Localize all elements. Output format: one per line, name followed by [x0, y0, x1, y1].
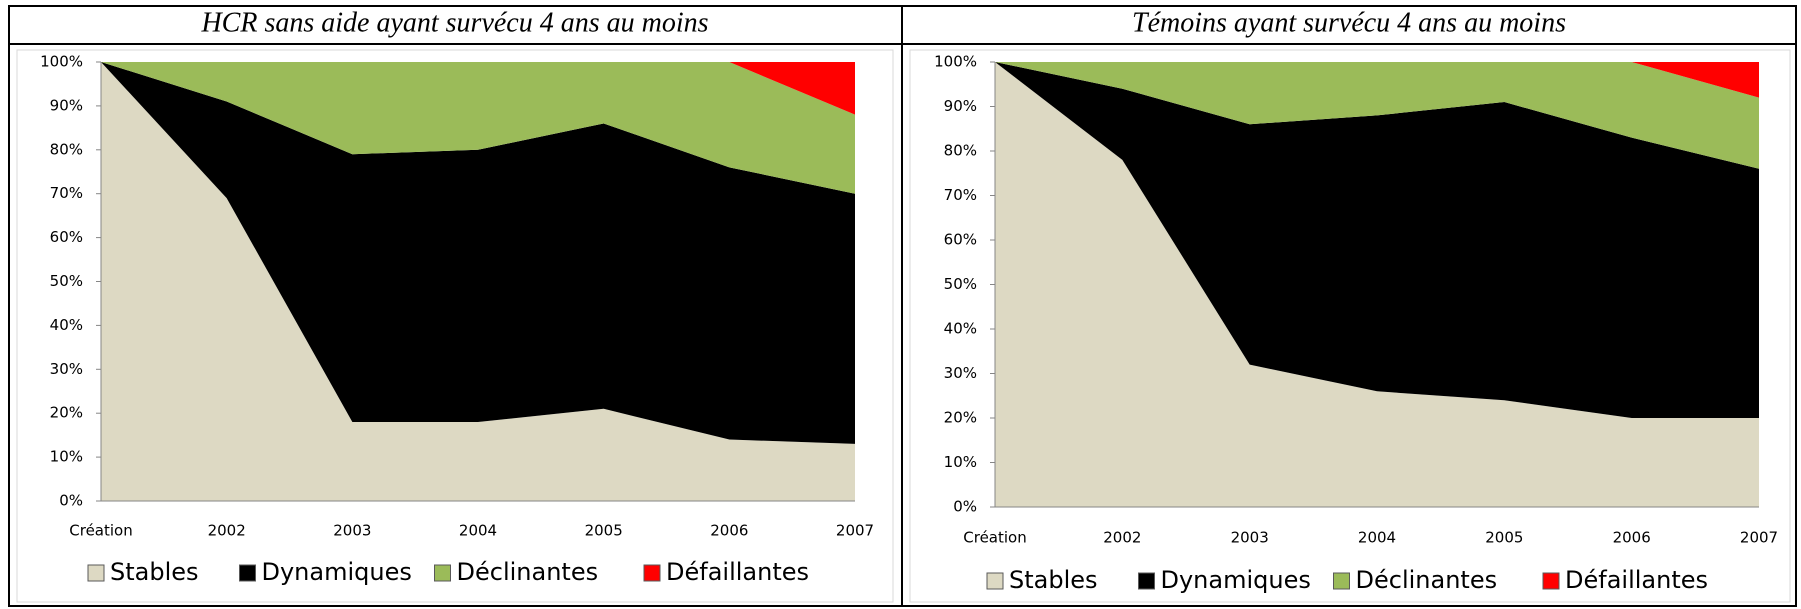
x-tick-label: 2007 [1740, 529, 1778, 547]
y-tick-label: 90% [50, 96, 83, 114]
y-tick-label: 70% [944, 186, 977, 204]
y-tick-label: 40% [944, 320, 977, 338]
y-tick-label: 60% [944, 231, 977, 249]
x-tick-label: 2002 [1103, 529, 1141, 547]
legend-label: Déclinantes [1356, 566, 1498, 594]
area-series [101, 62, 855, 501]
x-tick-label: Création [69, 522, 132, 540]
legend-label: Déclinantes [457, 558, 599, 586]
y-tick-label: 70% [50, 184, 83, 202]
y-tick-label: 20% [50, 404, 83, 422]
x-tick-label: 2003 [333, 522, 371, 540]
x-tick-label: 2003 [1231, 529, 1269, 547]
y-tick-label: 100% [934, 53, 977, 71]
legend-swatch [1333, 572, 1350, 590]
y-tick-label: 30% [944, 364, 977, 382]
y-tick-label: 100% [40, 53, 83, 71]
y-tick-label: 50% [944, 275, 977, 293]
x-tick-label: 2005 [585, 522, 623, 540]
y-tick-label: 80% [944, 142, 977, 160]
y-tick-label: 90% [944, 97, 977, 115]
y-tick-label: 10% [944, 453, 977, 471]
x-tick-label: 2005 [1485, 529, 1523, 547]
legend-swatch [1542, 572, 1560, 590]
legend-label: Dynamiques [262, 558, 412, 586]
legend-swatch [643, 564, 661, 582]
legend-swatch [1138, 572, 1155, 590]
chart-title: Témoins ayant survécu 4 ans au moins [1132, 7, 1566, 38]
legend-label: Stables [1009, 566, 1098, 594]
legend-swatch [986, 572, 1004, 590]
x-tick-label: Création [963, 529, 1026, 547]
x-tick-label: 2007 [836, 522, 874, 540]
legend-label: Stables [110, 558, 199, 586]
legend-swatch [434, 564, 451, 582]
y-tick-label: 50% [50, 272, 83, 290]
area-series [995, 62, 1759, 98]
area-series [995, 62, 1759, 418]
legend-label: Dynamiques [1161, 566, 1311, 594]
y-tick-label: 0% [59, 492, 83, 510]
legend-label: Défaillantes [1565, 566, 1708, 594]
y-tick-label: 20% [944, 409, 977, 427]
legend-swatch [239, 564, 256, 582]
x-tick-label: 2004 [1358, 529, 1396, 547]
legend-swatch [87, 564, 105, 582]
area-series [101, 62, 855, 115]
legend-label: Défaillantes [666, 558, 809, 586]
area-series [995, 62, 1759, 169]
y-tick-label: 40% [50, 316, 83, 334]
y-tick-label: 60% [50, 228, 83, 246]
x-tick-label: 2006 [1613, 529, 1651, 547]
y-tick-label: 0% [953, 498, 977, 516]
chart-frame [16, 49, 894, 603]
chart-title: HCR sans aide ayant survécu 4 ans au moi… [200, 7, 708, 38]
y-tick-label: 10% [50, 448, 83, 466]
y-tick-label: 30% [50, 360, 83, 378]
x-tick-label: 2006 [710, 522, 748, 540]
area-series [101, 62, 855, 444]
x-tick-label: 2004 [459, 522, 497, 540]
chart-frame [909, 49, 1791, 603]
area-series [995, 62, 1759, 507]
area-series [101, 62, 855, 194]
y-tick-label: 80% [50, 140, 83, 158]
x-tick-label: 2002 [208, 522, 246, 540]
